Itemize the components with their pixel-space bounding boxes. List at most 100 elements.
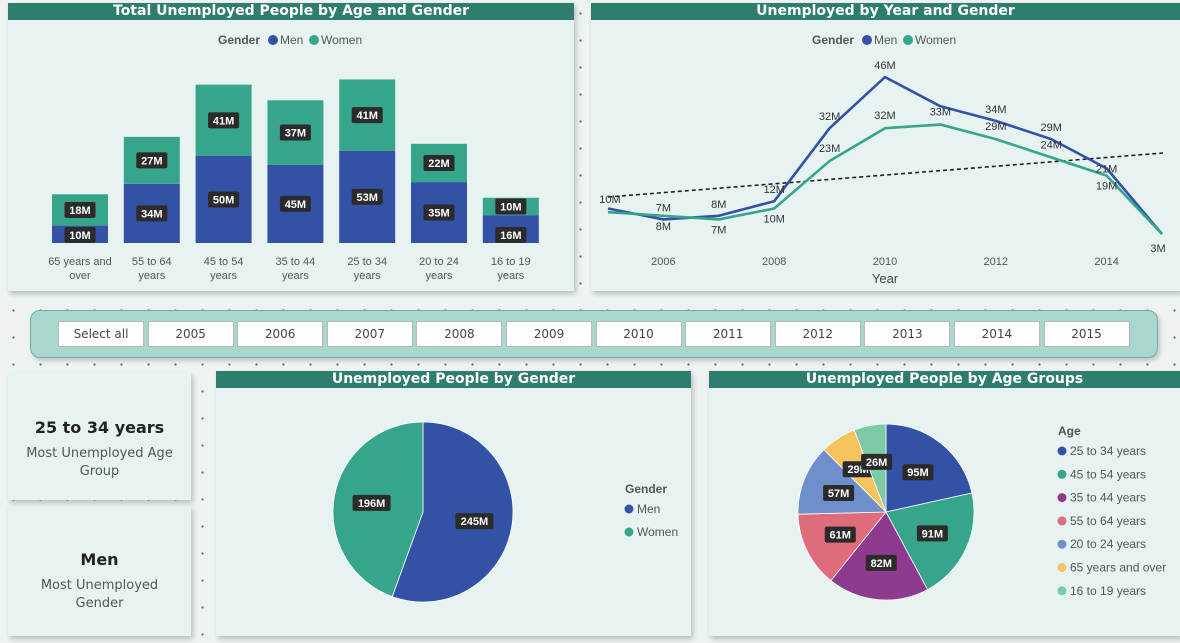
bar-men-label-6: 16M — [495, 227, 527, 243]
bar-category-line2-4: years — [354, 270, 381, 282]
gender-pie-slice-label-1-bg — [352, 494, 391, 511]
bar-category-line2-2: years — [210, 270, 237, 282]
legend-marker-1 — [309, 35, 319, 45]
age-pie-legend-label-3: 55 to 64 years — [1070, 514, 1146, 528]
age-pie-legend-marker-1 — [1057, 469, 1067, 479]
gender-pie-legend-label-0: Men — [637, 502, 660, 516]
bar-category-label-3: 35 to 44 years — [276, 256, 316, 282]
age-pie-legend-title: Age — [1058, 424, 1081, 438]
slicer-year-button-2013[interactable]: 2013 — [864, 321, 951, 347]
age-gender-bar-title: Total Unemployed People by Age and Gende… — [8, 3, 574, 20]
line-series-men — [607, 75, 1163, 235]
kpi-age-label: Most Unemployed Age Group — [26, 446, 173, 479]
bar-women-label-5: 22M — [423, 154, 455, 171]
slicer-year-button-2010[interactable]: 2010 — [595, 321, 682, 347]
line-men-label-0: 10M — [599, 194, 620, 206]
bar-men-label-0-text: 10M — [69, 230, 90, 242]
line-series-women — [607, 123, 1163, 235]
bar-category-label-0: 65 years and over — [48, 256, 112, 282]
age-pie-panel: Unemployed People by Age Groups 95M 91M 82… — [709, 371, 1180, 636]
age-pie-slice-label-2: 82M — [865, 554, 897, 571]
bar-women-label-1-text: 27M — [141, 155, 162, 167]
age-gender-bar-panel: Total Unemployed People by Age and Gende… — [8, 3, 574, 291]
bar-women-label-0-text: 18M — [69, 205, 90, 217]
line-women-label-7: 29M — [985, 121, 1006, 133]
age-pie-legend-label-0: 25 to 34 years — [1070, 444, 1146, 458]
bar-women-label-1: 27M — [136, 152, 168, 169]
age-pie-slice-label-4-bg — [823, 485, 855, 502]
bar-women-label-2-text: 41M — [213, 115, 234, 127]
line-men-label-8: 29M — [1040, 122, 1061, 134]
bar-men-label-1: 34M — [136, 205, 168, 222]
bar-men-label-5: 35M — [423, 204, 455, 221]
bar-category-label-4: 25 to 34 years — [347, 256, 387, 282]
line-men-label-5: 46M — [874, 60, 895, 72]
line-men-label-7: 34M — [985, 104, 1006, 116]
bar-women-label-0: 18M — [64, 201, 96, 218]
year-slicer-buttons: Select all 2005 2006 2007 2008 2009 2010 2011 20… — [58, 321, 1133, 347]
legend-title: Gender — [218, 33, 260, 47]
gender-pie-slice-label-0: 245M — [455, 513, 494, 530]
slicer-year-button-2011[interactable]: 2011 — [685, 321, 772, 347]
bar-category-line1-5: 20 to 24 — [419, 256, 459, 268]
line-xtick-2008: 2008 — [762, 256, 786, 268]
bar-women-label-6-text: 10M — [500, 201, 521, 213]
slicer-year-button-2015[interactable]: 2015 — [1043, 321, 1130, 347]
kpi-age-value: 25 to 34 years — [34, 418, 165, 437]
age-pie-legend-marker-5 — [1057, 563, 1067, 572]
slicer-year-button-2012[interactable]: 2012 — [774, 321, 861, 347]
line-women-label-6: 33M — [930, 107, 951, 119]
bar-women-label-4: 41M — [351, 107, 383, 124]
line-men-label-4: 32M — [819, 111, 840, 123]
slicer-year-button-2014[interactable]: 2014 — [953, 321, 1040, 347]
age-pie-slice-label-1-bg — [916, 525, 948, 542]
bar-men-label-4-text: 53M — [356, 192, 377, 204]
gender-pie-chart[interactable]: 245M 196M Gender Men Women — [216, 371, 691, 636]
bar-women-label-2: 41M — [208, 112, 240, 129]
age-pie-slice-3 — [797, 511, 887, 582]
line-women-label-3: 10M — [763, 214, 784, 226]
slicer-year-button-2008[interactable]: 2008 — [416, 321, 503, 347]
line-men-label-9: 21M — [1096, 163, 1117, 175]
gender-pie-slice-label-1-text: 196M — [358, 498, 386, 510]
age-pie-slice-label-2-text: 82M — [871, 558, 892, 570]
age-pie-legend-label-2: 35 to 44 years — [1070, 491, 1146, 505]
bar-women-label-5-bg — [423, 154, 455, 171]
kpi-gender-value: Men — [80, 550, 119, 569]
age-pie-slice-label-1: 91M — [916, 525, 948, 542]
bar-women-label-6: 10M — [495, 198, 527, 215]
slicer-select-all-button[interactable]: Select all — [58, 321, 144, 347]
line-men-label-3: 12M — [763, 184, 784, 196]
age-pie-slice-label-6-bg — [861, 453, 893, 470]
slicer-year-button-2005[interactable]: 2005 — [147, 321, 234, 347]
gender-pie-legend-title: Gender — [625, 482, 667, 496]
age-gender-bar-chart[interactable]: Gender Men Women 10M 18M 65 years and over 34M 2… — [8, 3, 574, 291]
bar-men-label-5-text: 35M — [428, 208, 449, 220]
age-pie-slice-label-3-bg — [824, 526, 856, 543]
bar-men-label-0: 10M — [64, 227, 96, 243]
age-pie-slice-label-2-bg — [865, 554, 897, 571]
age-pie-slice-label-3: 61M — [824, 526, 856, 543]
bar-category-line1-4: 25 to 34 — [347, 256, 387, 268]
bar-category-line1-3: 35 to 44 — [276, 256, 316, 268]
gender-pie-legend-marker-1 — [624, 527, 634, 537]
slicer-year-button-2006[interactable]: 2006 — [237, 321, 324, 347]
age-pie-slice-label-4-text: 57M — [828, 488, 849, 500]
line-women-label-8: 24M — [1040, 139, 1061, 151]
bar-men-label-2: 50M — [208, 191, 240, 208]
bar-category-line2-1: years — [138, 270, 165, 282]
bar-men-label-4-bg — [351, 188, 383, 205]
line-men-label-10: 3M — [1150, 243, 1165, 255]
age-pie-slice-4 — [797, 449, 887, 515]
age-pie-legend-marker-2 — [1057, 493, 1067, 503]
slicer-year-button-2007[interactable]: 2007 — [326, 321, 413, 347]
gender-pie-slice-0 — [391, 421, 514, 603]
year-gender-line-chart[interactable]: Gender Men Women 10M 7M 8M 12M 32M 46M 34M 29M 21M 3… — [591, 3, 1180, 291]
legend-marker-0 — [268, 35, 278, 45]
slicer-year-button-2009[interactable]: 2009 — [505, 321, 592, 347]
legend-label-1: Women — [915, 33, 956, 47]
kpi-gender-card: Men Most Unemployed Gender — [8, 506, 191, 636]
bar-category-label-1: 55 to 64 years — [132, 256, 172, 282]
bar-category-line1-0: 65 years and — [48, 256, 112, 268]
